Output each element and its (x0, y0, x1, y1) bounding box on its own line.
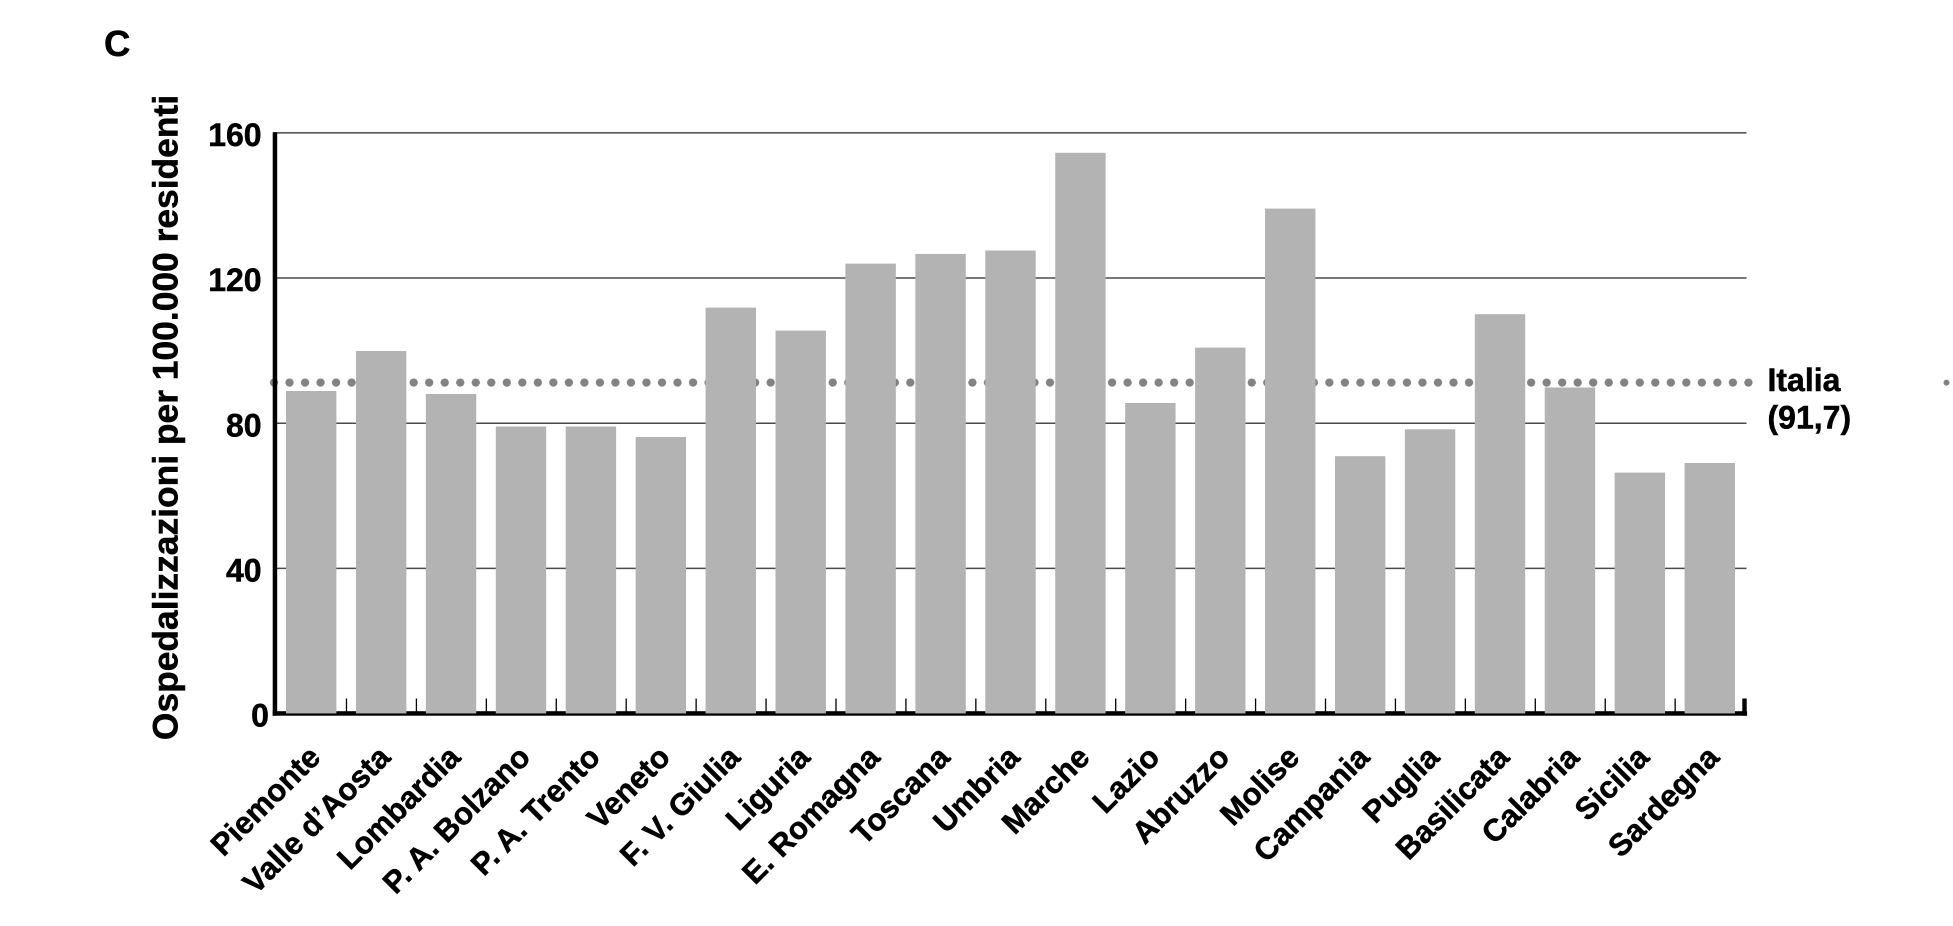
svg-text:(91,7): (91,7) (1768, 400, 1852, 436)
svg-text:40: 40 (226, 553, 262, 589)
svg-text:0: 0 (251, 698, 269, 734)
svg-text:120: 120 (208, 262, 261, 298)
svg-text:160: 160 (208, 117, 261, 153)
svg-text:Italia: Italia (1768, 362, 1841, 398)
svg-text:80: 80 (226, 407, 262, 443)
svg-text:Ospedalizzazioni per 100.000 r: Ospedalizzazioni per 100.000 residenti (146, 95, 186, 740)
svg-text:C: C (104, 23, 130, 64)
